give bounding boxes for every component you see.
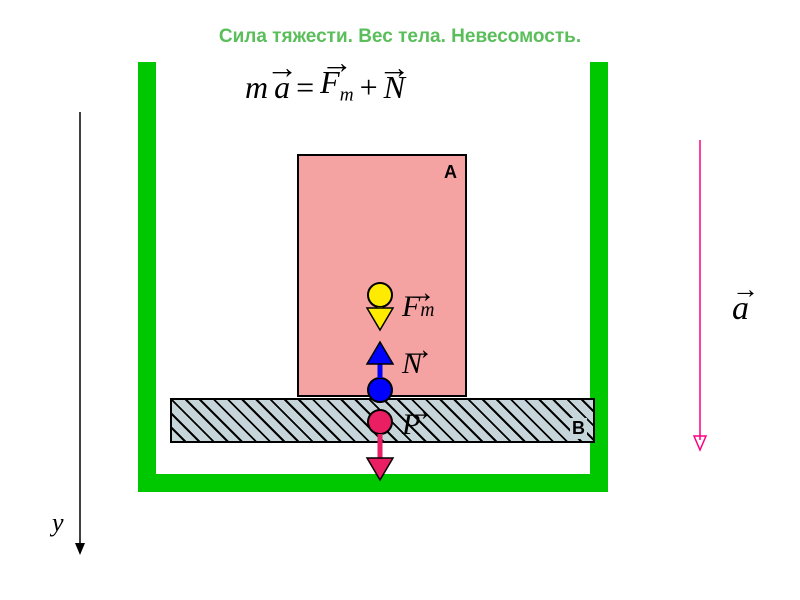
a-axis: [0, 0, 800, 600]
a-axis-label: → a: [732, 290, 749, 328]
vector-arrow-icon: →: [732, 274, 759, 305]
